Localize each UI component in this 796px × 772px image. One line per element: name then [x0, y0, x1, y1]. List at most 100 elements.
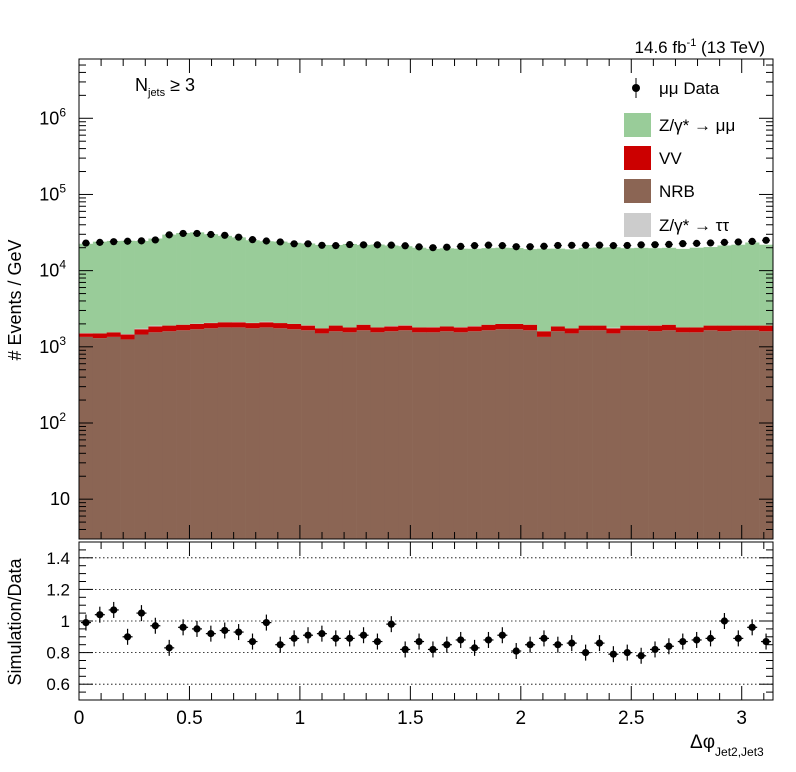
bar-0-31 [509, 329, 524, 539]
data-point-29 [484, 241, 493, 249]
data-point-47 [734, 238, 742, 246]
bar-1-14 [273, 323, 288, 329]
ratio-point-30 [498, 631, 506, 639]
bar-1-8 [190, 323, 205, 330]
bar-1-28 [467, 326, 482, 332]
data-point-8 [193, 229, 201, 238]
bar-0-28 [467, 331, 482, 539]
luminosity-label: 14.6 fb-1 (13 TeV) [635, 37, 765, 57]
ratio-point-0 [82, 618, 90, 627]
bar-0-26 [439, 331, 455, 539]
data-point-23 [401, 242, 409, 250]
bar-1-17 [314, 328, 330, 334]
data-point-7 [179, 229, 187, 238]
bar-0-22 [384, 331, 399, 539]
data-point-35 [568, 241, 576, 249]
top-ytick-label-1: 10 [50, 489, 70, 509]
ratio-y-axis: 0.6 0.8 1 1.2 1.4 [46, 541, 773, 701]
ratio-point-19 [346, 634, 354, 642]
data-point-20 [359, 241, 368, 249]
bar-3-34 [550, 248, 566, 327]
data-point-46 [720, 238, 729, 246]
bar-3-31 [509, 248, 524, 324]
bar-1-16 [301, 325, 316, 331]
legend-label-1: Z/γ* → μμ [659, 116, 735, 135]
data-point-4 [137, 237, 146, 245]
bar-0-15 [287, 329, 302, 539]
ratio-point-6 [165, 644, 173, 652]
data-point-28 [470, 242, 479, 250]
xtick-label-4: 2 [516, 708, 527, 729]
ratio-point-40 [637, 652, 645, 660]
bar-3-47 [731, 244, 746, 326]
bar-3-27 [453, 248, 468, 328]
data-point-45 [706, 239, 715, 247]
bar-3-15 [287, 242, 302, 324]
bar-3-10 [217, 235, 232, 323]
bar-3-16 [301, 243, 316, 326]
ratio-point-3 [123, 633, 132, 641]
ratio-point-25 [429, 645, 437, 654]
bar-0-33 [537, 336, 552, 539]
data-point-24 [415, 243, 423, 251]
ratio-point-48 [748, 623, 756, 631]
bar-3-44 [689, 247, 704, 328]
ratio-point-24 [415, 637, 423, 646]
bar-0-38 [606, 333, 621, 539]
bar-1-47 [731, 325, 746, 331]
data-point-17 [318, 241, 326, 249]
bar-0-21 [370, 332, 385, 539]
bar-3-14 [273, 241, 288, 324]
bar-1-35 [564, 328, 579, 334]
bar-0-14 [273, 328, 288, 539]
bar-3-19 [342, 243, 357, 328]
bar-1-42 [661, 324, 677, 331]
bar-3-38 [606, 247, 621, 328]
ratio-point-9 [207, 630, 215, 638]
bar-2-38 [606, 327, 621, 329]
data-point-22 [387, 241, 395, 249]
bar-1-13 [259, 322, 274, 328]
bar-0-19 [342, 332, 357, 539]
bar-3-26 [439, 248, 455, 327]
ratio-point-14 [276, 641, 284, 649]
bar-3-25 [426, 248, 441, 328]
top-ytick-label-6: 106 [39, 105, 66, 128]
bar-1-22 [384, 326, 399, 332]
bar-1-15 [287, 323, 302, 330]
top-ytick-label-3: 103 [39, 334, 66, 357]
bar-1-26 [439, 326, 455, 332]
bar-0-25 [426, 332, 441, 539]
bar-1-19 [342, 327, 357, 333]
bar-0-47 [731, 330, 746, 539]
bar-0-13 [259, 327, 274, 539]
bar-3-36 [578, 247, 593, 326]
bar-0-29 [481, 330, 496, 539]
ratio-point-46 [720, 617, 729, 625]
bar-0-0 [79, 336, 94, 539]
legend-label-0: μμ Data [659, 79, 720, 98]
data-points [81, 229, 771, 252]
bar-0-17 [314, 333, 330, 539]
bar-3-37 [592, 247, 607, 326]
data-point-41 [651, 241, 659, 249]
legend-swatch-4 [624, 213, 651, 237]
bar-1-18 [328, 325, 344, 332]
ratio-point-16 [304, 631, 312, 639]
data-point-25 [429, 244, 437, 252]
bar-1-9 [203, 323, 219, 329]
data-point-6 [165, 231, 173, 239]
bar-3-4 [134, 240, 149, 329]
ratio-point-32 [526, 641, 534, 649]
bar-3-45 [703, 247, 718, 326]
ratio-point-36 [582, 649, 590, 657]
bar-0-16 [301, 330, 316, 539]
data-point-37 [595, 241, 604, 249]
bar-3-0 [79, 243, 94, 334]
top-x-ticks [78, 59, 765, 539]
bar-3-39 [620, 248, 635, 326]
ratio-point-39 [623, 649, 631, 657]
bar-3-11 [231, 237, 246, 322]
bar-1-24 [412, 327, 427, 333]
top-ytick-label-2: 102 [39, 410, 66, 433]
